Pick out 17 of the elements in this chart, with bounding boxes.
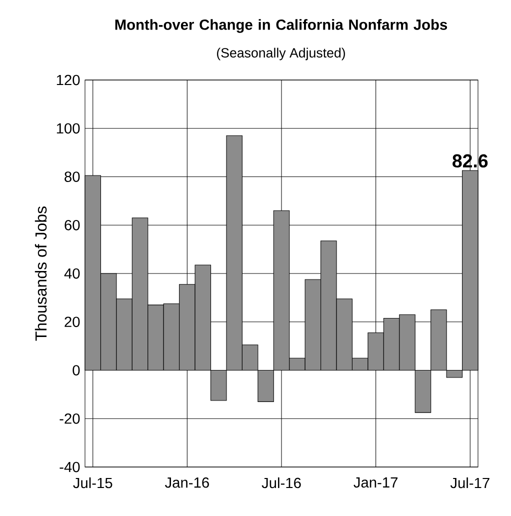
y-tick-label: 80 <box>64 172 80 182</box>
x-tick-label: Jan-17 <box>354 477 398 488</box>
x-tick-label: Jul-17 <box>450 477 490 488</box>
y-tick-label: -20 <box>60 413 80 424</box>
y-tick-label: 0 <box>72 365 80 376</box>
y-tick-label: 100 <box>56 123 80 134</box>
y-tick-label: 20 <box>64 316 80 328</box>
y-tick-label: -40 <box>60 462 80 472</box>
x-tick-label: Jul-15 <box>73 477 112 488</box>
y-tick-label: 60 <box>64 220 80 230</box>
chart-subtitle: (Seasonally Adjusted) <box>216 48 345 60</box>
x-tick-label: Jul-16 <box>262 477 301 488</box>
x-tick-label: Jan-16 <box>164 477 209 488</box>
y-axis-title: Thousands of Jobs <box>34 206 47 341</box>
chart-title: Month-over Change in California Nonfarm Jobs <box>115 19 448 33</box>
y-tick-label: 40 <box>64 268 80 279</box>
y-tick-label: 120 <box>56 74 80 86</box>
